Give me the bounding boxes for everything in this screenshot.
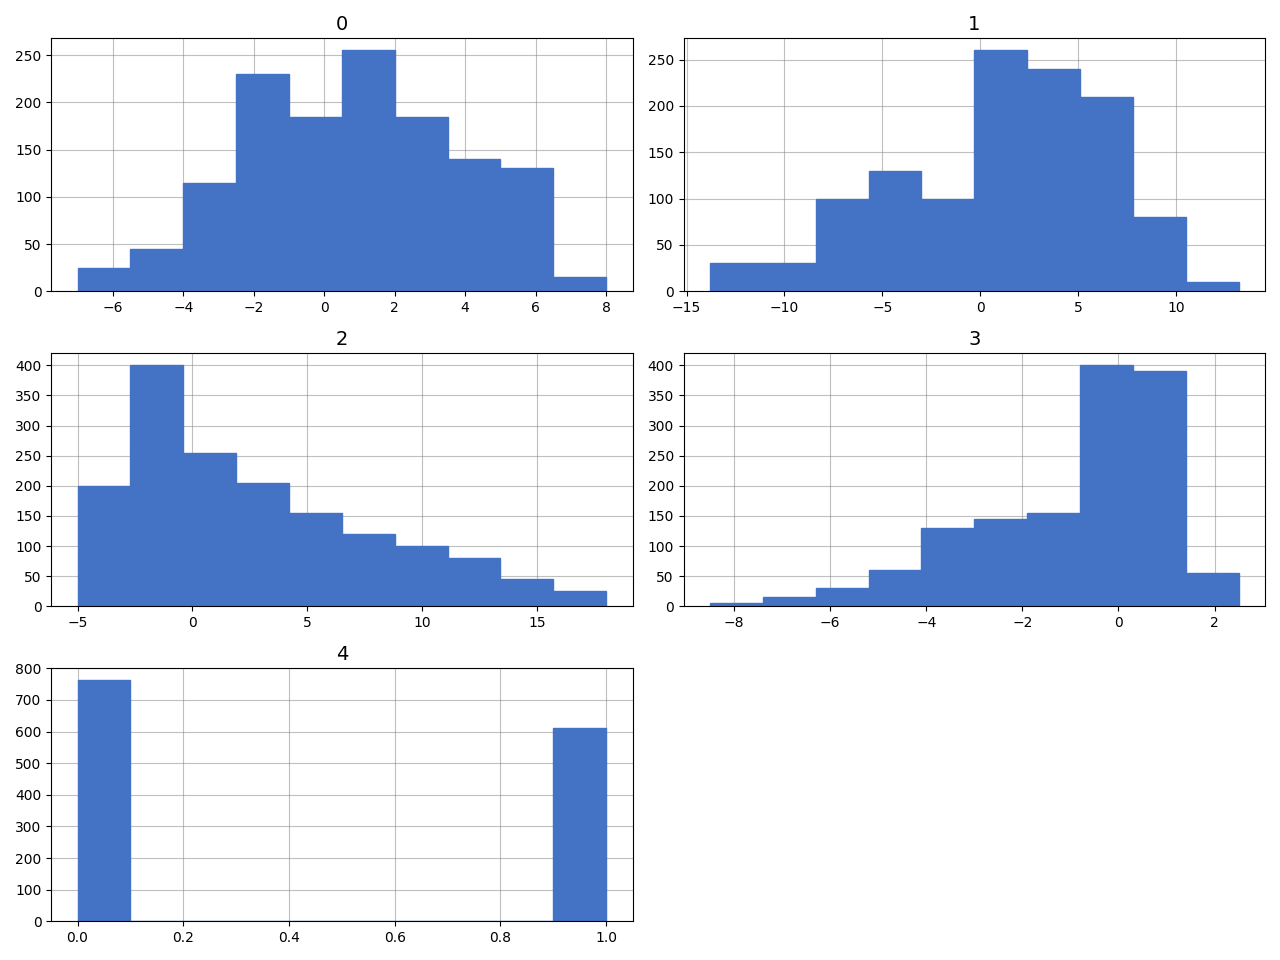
Bar (1080, 366, 1133, 607)
Bar (448, 558, 500, 607)
Bar (131, 249, 183, 291)
Bar (183, 453, 236, 607)
Bar (1027, 513, 1080, 607)
Bar (342, 534, 394, 607)
Bar (78, 268, 131, 291)
Bar (78, 486, 131, 607)
Bar (763, 263, 815, 291)
Bar (1185, 573, 1239, 607)
Bar (974, 50, 1027, 291)
Title: 0: 0 (335, 15, 348, 34)
Bar (1027, 69, 1080, 291)
Title: 2: 2 (335, 330, 348, 349)
Bar (500, 579, 553, 607)
Bar (236, 74, 289, 291)
Bar (183, 182, 236, 291)
Bar (710, 603, 763, 607)
Bar (922, 199, 974, 291)
Bar (236, 483, 289, 607)
Bar (394, 546, 448, 607)
Bar (553, 591, 605, 607)
Title: 1: 1 (968, 15, 980, 34)
Bar (394, 116, 448, 291)
Bar (289, 513, 342, 607)
Bar (815, 588, 869, 607)
Bar (289, 116, 342, 291)
Title: 3: 3 (968, 330, 980, 349)
Bar (815, 199, 869, 291)
Title: 4: 4 (335, 645, 348, 664)
Bar (1133, 217, 1185, 291)
Bar (1080, 97, 1133, 291)
Bar (869, 171, 922, 291)
Bar (553, 277, 605, 291)
Bar (342, 50, 394, 291)
Bar (131, 366, 183, 607)
Bar (1133, 372, 1185, 607)
Bar (78, 681, 131, 922)
Bar (922, 528, 974, 607)
Bar (869, 570, 922, 607)
Bar (448, 159, 500, 291)
Bar (1185, 282, 1239, 291)
Bar (710, 263, 763, 291)
Bar (974, 519, 1027, 607)
Bar (500, 168, 553, 291)
Bar (553, 729, 605, 922)
Bar (763, 597, 815, 607)
